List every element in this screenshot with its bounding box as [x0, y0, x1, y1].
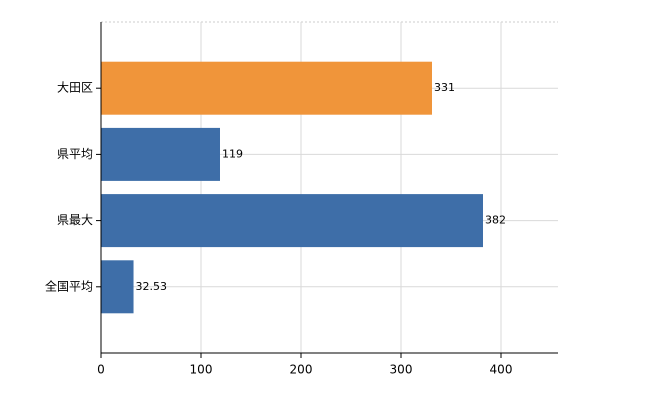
x-tick-label: 400: [490, 363, 513, 377]
bar: [101, 61, 432, 115]
y-tick-label: 大田区: [57, 81, 93, 95]
y-tick-label: 全国平均: [45, 278, 93, 293]
value-label: 382: [485, 214, 506, 227]
x-tick-label: 0: [97, 363, 105, 377]
bar: [101, 260, 134, 314]
y-tick-label: 県最大: [57, 213, 93, 227]
bar: [101, 194, 483, 248]
value-label: 331: [434, 81, 455, 94]
x-tick-label: 100: [190, 363, 213, 377]
x-tick-label: 200: [290, 363, 313, 377]
value-label: 32.53: [136, 280, 168, 293]
y-tick-label: 県平均: [57, 147, 93, 161]
value-label: 119: [222, 147, 243, 160]
x-tick-label: 300: [390, 363, 413, 377]
bar: [101, 127, 220, 181]
